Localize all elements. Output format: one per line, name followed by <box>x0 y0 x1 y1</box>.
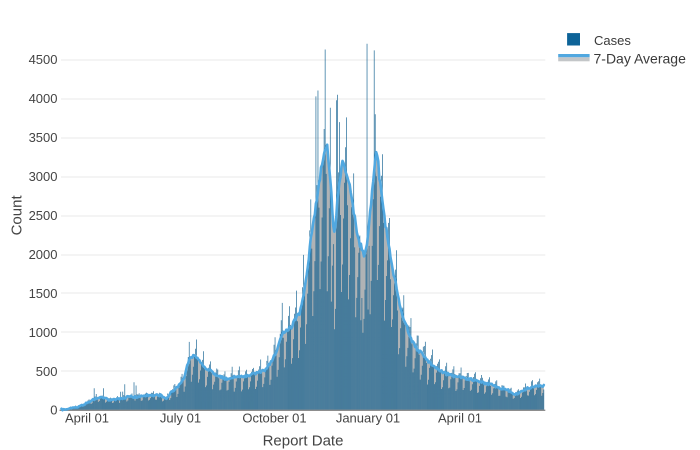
svg-text:Count: Count <box>8 195 25 236</box>
svg-text:April 01: April 01 <box>65 411 109 426</box>
svg-text:7-Day Average: 7-Day Average <box>594 51 687 67</box>
svg-text:500: 500 <box>36 364 58 379</box>
svg-text:2500: 2500 <box>29 208 58 223</box>
svg-text:1500: 1500 <box>29 286 58 301</box>
svg-text:1000: 1000 <box>29 325 58 340</box>
svg-text:October 01: October 01 <box>242 411 306 426</box>
svg-text:4000: 4000 <box>29 91 58 106</box>
svg-text:April 01: April 01 <box>438 411 482 426</box>
svg-text:3500: 3500 <box>29 130 58 145</box>
svg-text:0: 0 <box>50 403 57 418</box>
svg-text:3000: 3000 <box>29 169 58 184</box>
svg-text:January 01: January 01 <box>336 411 400 426</box>
svg-text:2000: 2000 <box>29 247 58 262</box>
svg-text:July 01: July 01 <box>160 411 201 426</box>
svg-text:Cases: Cases <box>594 33 631 48</box>
svg-text:4500: 4500 <box>29 52 58 67</box>
svg-text:Report Date: Report Date <box>263 433 344 450</box>
